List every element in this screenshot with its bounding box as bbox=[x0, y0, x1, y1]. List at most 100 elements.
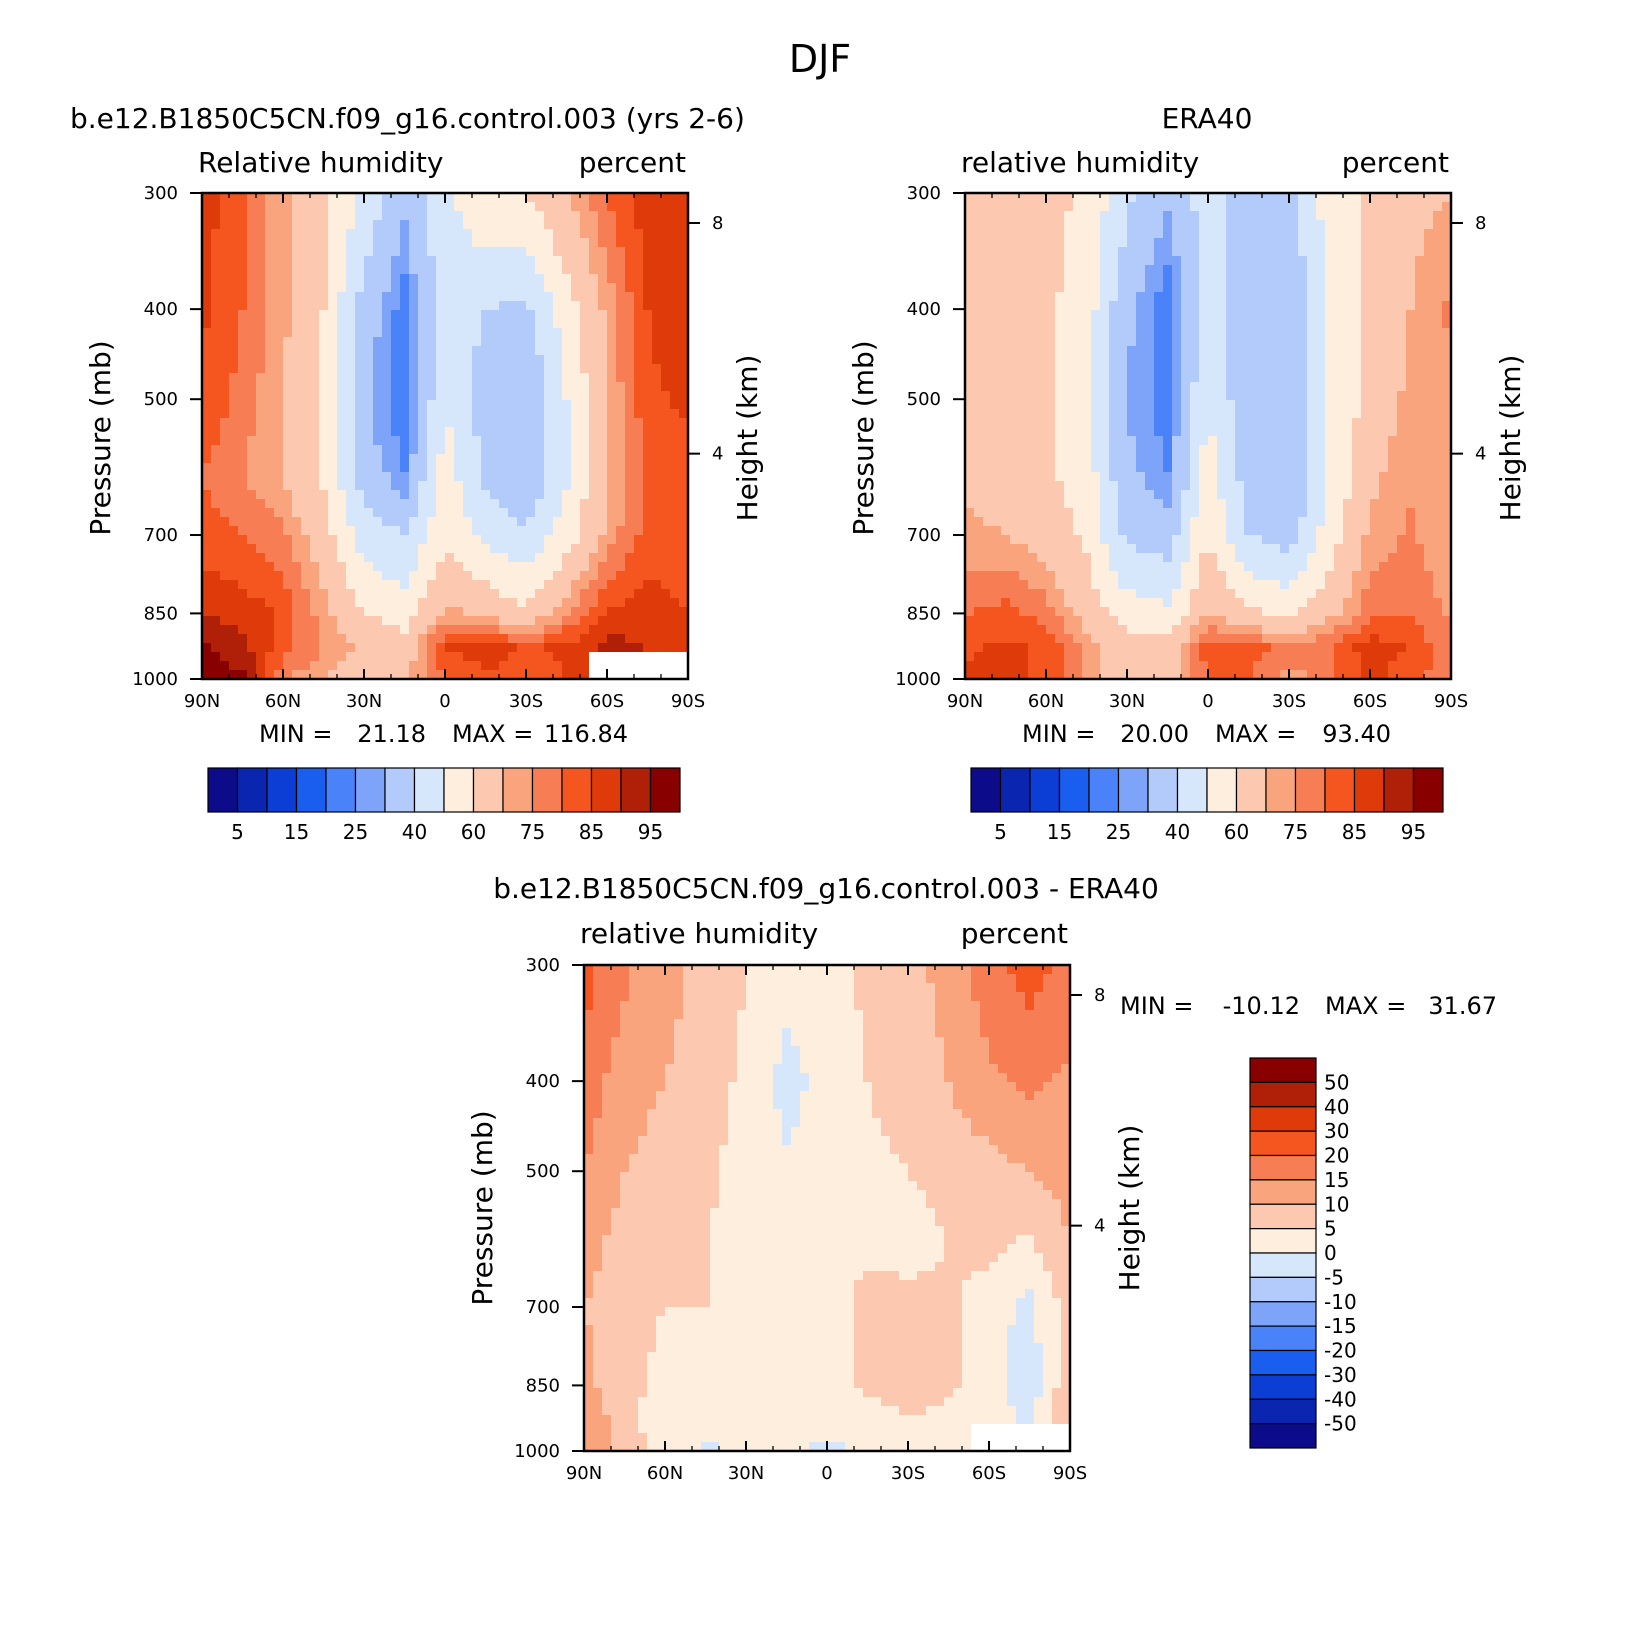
panel-model-field-cell bbox=[544, 508, 554, 518]
panel-model-field-cell bbox=[634, 517, 644, 527]
panel-model-field-cell bbox=[481, 427, 491, 437]
panel-model-field-cell bbox=[247, 436, 257, 446]
panel-obs-field-cell bbox=[1073, 400, 1083, 410]
panel-model-field-cell bbox=[355, 490, 365, 500]
panel-obs-field-cell bbox=[1370, 436, 1380, 446]
panel-model-colorbar-label: 75 bbox=[520, 820, 545, 844]
panel-model-field-cell bbox=[391, 427, 401, 437]
panel-obs-field-cell bbox=[1433, 490, 1443, 500]
panel-model-field-cell bbox=[238, 463, 248, 473]
panel-obs-field-cell bbox=[1127, 238, 1137, 248]
panel-model-field-cell bbox=[310, 337, 320, 347]
panel-model-field-cell bbox=[265, 202, 275, 212]
panel-model-field-cell bbox=[319, 391, 329, 401]
panel-model-units-label: percent bbox=[579, 146, 686, 179]
panel-model-field-cell bbox=[607, 211, 617, 221]
panel-obs-field-cell bbox=[1019, 409, 1029, 419]
panel-model-field-cell bbox=[490, 301, 500, 311]
panel-obs-field-cell bbox=[1262, 373, 1272, 383]
panel-model-field-cell bbox=[445, 247, 455, 257]
panel-model-colorbar-label: 85 bbox=[579, 820, 604, 844]
panel-obs-field-cell bbox=[1397, 490, 1407, 500]
panel-obs-field-cell bbox=[1127, 436, 1137, 446]
panel-model-field-cell bbox=[580, 490, 590, 500]
panel-model-field-cell bbox=[202, 607, 212, 617]
panel-model-field-cell bbox=[229, 202, 239, 212]
panel-model-field-cell bbox=[544, 355, 554, 365]
panel-obs-field-cell bbox=[1127, 364, 1137, 374]
panel-model-field-cell bbox=[382, 472, 392, 482]
panel-obs-field-cell bbox=[1064, 355, 1074, 365]
panel-model-field-cell bbox=[337, 364, 347, 374]
panel-model-field-cell bbox=[364, 355, 374, 365]
panel-model-field-cell bbox=[472, 634, 482, 644]
panel-obs-field-cell bbox=[1361, 310, 1371, 320]
panel-obs-field-cell bbox=[1154, 454, 1164, 464]
panel-model-field-cell bbox=[562, 409, 572, 419]
panel-obs-field-cell bbox=[1208, 436, 1218, 446]
panel-obs-field-cell bbox=[1001, 463, 1011, 473]
panel-obs-field-cell bbox=[1109, 229, 1119, 239]
panel-model-field-cell bbox=[634, 211, 644, 221]
panel-obs-field-cell bbox=[1136, 490, 1146, 500]
panel-model-field-cell bbox=[346, 553, 356, 563]
panel-model-field-cell bbox=[364, 508, 374, 518]
panel-model-field-cell bbox=[670, 436, 680, 446]
panel-model-field-cell bbox=[661, 292, 671, 302]
panel-obs-field-cell bbox=[1298, 445, 1308, 455]
panel-model-field-cell bbox=[490, 283, 500, 293]
panel-obs-field-cell bbox=[1415, 220, 1425, 230]
panel-obs-field-cell bbox=[1397, 202, 1407, 212]
panel-model-field-cell bbox=[364, 652, 374, 662]
panel-model-field-cell bbox=[427, 607, 437, 617]
panel-obs-field-cell bbox=[1262, 472, 1272, 482]
panel-model-field-cell bbox=[499, 508, 509, 518]
panel-obs-field-cell bbox=[1280, 508, 1290, 518]
panel-model-field-cell bbox=[598, 274, 608, 284]
panel-model-field-cell bbox=[652, 274, 662, 284]
panel-obs-field-cell bbox=[1262, 220, 1272, 230]
panel-model-field-cell bbox=[544, 220, 554, 230]
panel-model-field-cell bbox=[256, 364, 266, 374]
panel-model-field-cell bbox=[679, 454, 689, 464]
panel-obs-field-cell bbox=[1217, 211, 1227, 221]
panel-obs-field-cell bbox=[1001, 490, 1011, 500]
panel-model-field-cell bbox=[517, 643, 527, 653]
panel-model-field-cell bbox=[301, 472, 311, 482]
panel-obs-field-cell bbox=[1388, 256, 1398, 266]
panel-model-field-cell bbox=[382, 274, 392, 284]
panel-model-field-cell bbox=[616, 400, 626, 410]
panel-model-field-cell bbox=[499, 499, 509, 509]
panel-model-field-cell bbox=[238, 445, 248, 455]
panel-model-field-cell bbox=[544, 382, 554, 392]
panel-model-field-cell bbox=[625, 247, 635, 257]
panel-model-field-cell bbox=[337, 319, 347, 329]
panel-obs-field-cell bbox=[1163, 229, 1173, 239]
panel-model-field-cell bbox=[553, 445, 563, 455]
panel-model-field-cell bbox=[679, 310, 689, 320]
panel-obs-field-cell bbox=[1406, 310, 1416, 320]
panel-model-field-cell bbox=[373, 517, 383, 527]
panel-model-field-cell bbox=[409, 391, 419, 401]
panel-obs-field-cell bbox=[1046, 463, 1056, 473]
panel-model-field-cell bbox=[598, 337, 608, 347]
panel-obs-field-cell bbox=[1208, 337, 1218, 347]
panel-model-field-cell bbox=[463, 661, 473, 671]
panel-model-field-cell bbox=[391, 238, 401, 248]
panel-obs-field-cell bbox=[1037, 247, 1047, 257]
panel-model-colorbar: 5 15 25 40 60 75 85 95 bbox=[207, 767, 681, 844]
panel-model-field-cell bbox=[220, 328, 230, 338]
panel-model-field-cell bbox=[247, 661, 257, 671]
panel-obs-field-cell bbox=[1217, 499, 1227, 509]
panel-model-field-cell bbox=[517, 634, 527, 644]
panel-obs-field-cell bbox=[1163, 499, 1173, 509]
panel-obs-field-cell bbox=[1316, 310, 1326, 320]
panel-model-field-cell bbox=[247, 670, 257, 680]
panel-model-field-cell bbox=[616, 652, 626, 662]
panel-model-field-cell bbox=[589, 553, 599, 563]
panel-model-field-cell bbox=[229, 409, 239, 419]
panel-obs-field-cell bbox=[983, 400, 993, 410]
panel-obs-field-cell bbox=[1442, 247, 1452, 257]
panel-obs-field-cell bbox=[1415, 274, 1425, 284]
panel-model-field-cell bbox=[346, 337, 356, 347]
